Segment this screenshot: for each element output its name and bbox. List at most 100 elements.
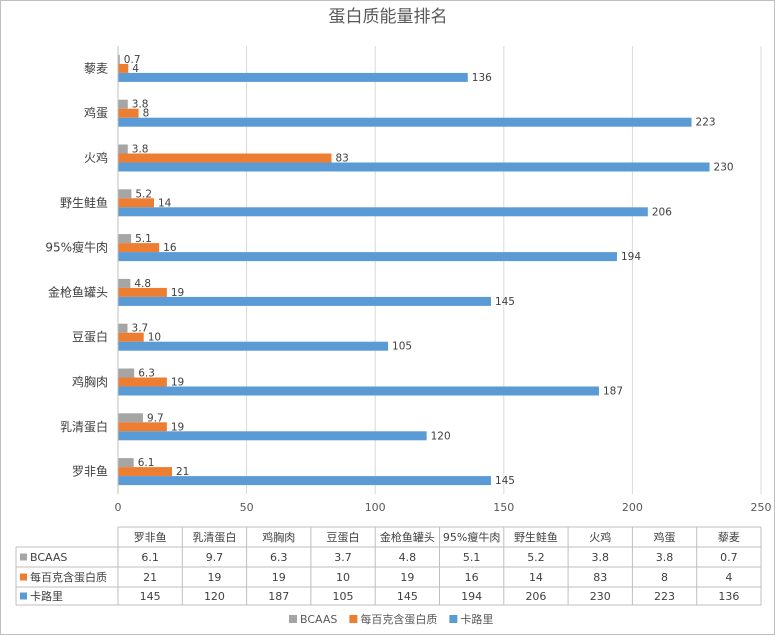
x-tick-label: 200 — [622, 501, 643, 514]
table-cell: 4.8 — [399, 551, 417, 564]
bar-value-label: 6.3 — [138, 368, 155, 380]
bar — [118, 386, 599, 396]
table-cell: 6.3 — [270, 551, 288, 564]
data-table: 罗非鱼 乳清蛋白 鸡胸肉 豆蛋白 金枪鱼罐头 95%瘦牛肉 野生鲑鱼 火鸡 鸡蛋 藜麦 BCAAS 6… — [15, 526, 762, 606]
category-label: 鸡蛋 — [84, 105, 108, 120]
category-label: 野生鲑鱼 — [60, 195, 108, 210]
table-header-cell: 95%瘦牛肉 — [443, 530, 500, 544]
table-cell: 9.7 — [206, 551, 224, 564]
table-cell: 6.1 — [141, 551, 159, 564]
bar — [118, 413, 143, 423]
table-header-cell: 藜麦 — [718, 531, 740, 544]
table-header-cell: 乳清蛋白 — [192, 530, 236, 544]
table-cell: 19 — [400, 571, 414, 584]
category-label: 鸡胸肉 — [72, 374, 108, 389]
table-cell: 145 — [397, 590, 418, 603]
category-label: 火鸡 — [84, 150, 108, 165]
bar-value-label: 19 — [171, 421, 184, 433]
table-cell: 145 — [140, 590, 161, 603]
bar — [118, 63, 129, 73]
bar — [118, 458, 134, 468]
bar-value-label: 19 — [171, 377, 184, 389]
table-cell: 105 — [333, 590, 354, 603]
bar-value-label: 5.2 — [135, 188, 152, 200]
table-header-cell: 鸡胸肉 — [262, 530, 295, 544]
bar-value-label: 19 — [171, 287, 184, 299]
table-cell: 136 — [718, 590, 739, 603]
bar — [118, 368, 135, 378]
bar-value-label: 145 — [495, 296, 515, 308]
bar — [118, 467, 173, 477]
bar — [118, 108, 139, 118]
legend-label: 每百克含蛋白质 — [360, 612, 437, 626]
bar-value-label: 16 — [163, 242, 177, 254]
table-cell: 19 — [272, 571, 286, 584]
x-tick-label: 250 — [751, 501, 772, 514]
table-cell: 4 — [725, 571, 732, 584]
bar-value-label: 194 — [621, 251, 641, 263]
bar — [118, 296, 491, 306]
bar — [118, 189, 132, 199]
bar-value-label: 4 — [132, 63, 139, 75]
table-cell: 206 — [525, 590, 546, 603]
bar — [118, 431, 427, 441]
table-cell: 3.8 — [592, 551, 610, 564]
bar — [118, 198, 155, 208]
bar-value-label: 3.8 — [132, 99, 149, 111]
x-tick-label: 100 — [365, 501, 386, 514]
bar — [118, 153, 332, 163]
table-cell: 230 — [590, 590, 611, 603]
table-cell: 223 — [654, 590, 675, 603]
table-cell: 19 — [207, 571, 221, 584]
bar — [118, 422, 167, 432]
table-header-cell: 火鸡 — [589, 530, 611, 544]
bars: 6.1211459.7191206.3191873.7101054.819145… — [118, 54, 734, 487]
table-cell: 187 — [268, 590, 289, 603]
bar — [118, 54, 120, 64]
bar — [118, 72, 468, 82]
table-cell: 0.7 — [720, 551, 738, 564]
table-cell: 194 — [461, 590, 482, 603]
table-legend-key — [20, 553, 27, 561]
category-label: 乳清蛋白 — [60, 419, 108, 434]
bar — [118, 476, 491, 486]
bar-value-label: 187 — [603, 386, 623, 398]
bar-value-label: 14 — [158, 197, 172, 209]
bar — [118, 243, 160, 253]
bar — [118, 207, 648, 217]
x-tick-label: 150 — [493, 501, 514, 514]
bar — [118, 332, 144, 342]
legend-swatch — [449, 615, 458, 623]
category-label: 豆蛋白 — [72, 329, 108, 344]
bar-value-label: 145 — [495, 475, 515, 487]
bar-value-label: 230 — [714, 162, 734, 174]
legend-swatch — [289, 615, 297, 623]
bar — [118, 162, 710, 172]
table-cell: 14 — [529, 571, 543, 584]
gridlines — [117, 46, 762, 494]
table-cell: 21 — [143, 571, 157, 584]
bar — [118, 341, 389, 351]
table-cell: 3.8 — [656, 551, 674, 564]
bar-value-label: 3.8 — [132, 144, 149, 156]
bar-value-label: 223 — [696, 117, 716, 129]
bar-value-label: 6.1 — [138, 457, 155, 469]
bar — [118, 234, 132, 244]
table-cell: 16 — [465, 571, 479, 584]
bar — [118, 144, 128, 154]
bar — [118, 287, 167, 297]
category-label: 95%瘦牛肉 — [45, 240, 108, 255]
bar-value-label: 8 — [143, 108, 150, 120]
legend: BCAAS 每百克含蛋白质 卡路里 — [289, 612, 493, 626]
legend-label: BCAAS — [300, 613, 337, 626]
table-row-label: BCAAS — [30, 551, 67, 564]
bar — [118, 377, 167, 387]
table-cell: 83 — [593, 571, 607, 584]
bar-value-label: 120 — [431, 430, 451, 442]
table-header-cell: 鸡蛋 — [654, 530, 676, 544]
table-cell: 8 — [661, 571, 668, 584]
bar — [118, 278, 131, 288]
category-label: 罗非鱼 — [72, 465, 108, 479]
bar-value-label: 105 — [392, 341, 412, 353]
